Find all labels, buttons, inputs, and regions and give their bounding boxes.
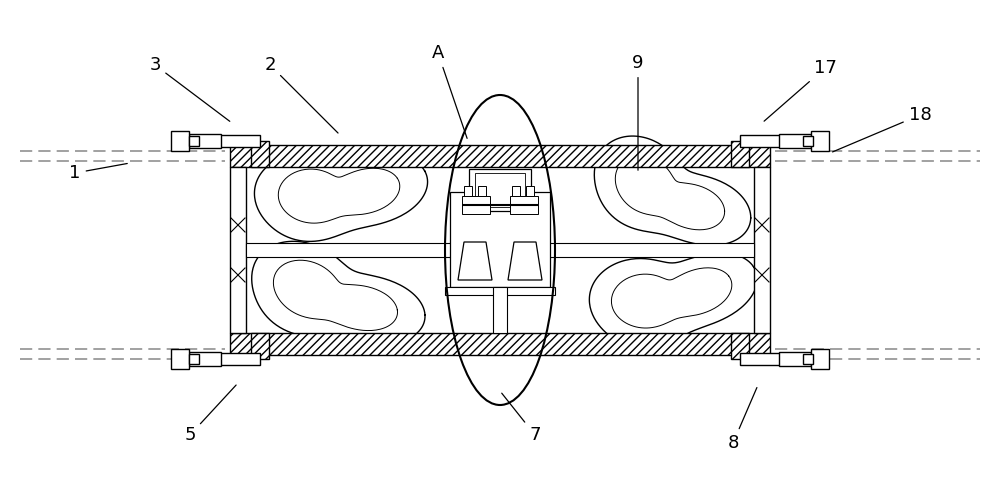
Bar <box>189 134 221 148</box>
Bar <box>475 173 525 207</box>
Bar <box>230 333 770 355</box>
Bar <box>251 333 269 359</box>
Polygon shape <box>508 242 542 280</box>
Bar <box>731 141 749 167</box>
Bar <box>478 186 486 196</box>
Text: 2: 2 <box>264 56 338 133</box>
Bar <box>803 136 813 146</box>
Bar <box>246 243 754 257</box>
Text: 9: 9 <box>632 54 644 170</box>
Bar <box>731 141 749 167</box>
Bar <box>171 131 189 151</box>
Text: 5: 5 <box>184 385 236 444</box>
Bar <box>464 186 472 196</box>
Bar <box>230 145 770 167</box>
Text: 18: 18 <box>833 106 931 152</box>
Text: 7: 7 <box>502 393 541 444</box>
Bar <box>779 352 811 366</box>
Bar <box>189 136 199 146</box>
Bar <box>469 169 531 211</box>
Bar <box>171 349 189 369</box>
Bar <box>510 196 538 214</box>
Bar <box>462 196 490 214</box>
Bar <box>251 141 269 167</box>
Bar <box>779 134 811 148</box>
Bar <box>189 354 199 364</box>
Bar <box>251 333 269 359</box>
Bar <box>811 131 829 151</box>
Bar <box>230 167 246 333</box>
Bar <box>754 167 770 333</box>
Text: A: A <box>432 44 467 138</box>
Bar <box>450 192 550 287</box>
Text: 3: 3 <box>149 56 230 121</box>
Bar <box>731 333 749 359</box>
Bar <box>445 287 555 295</box>
Text: 1: 1 <box>69 163 127 182</box>
Bar <box>230 145 770 167</box>
Bar <box>740 135 781 147</box>
Text: 8: 8 <box>727 387 757 452</box>
Bar <box>219 353 260 365</box>
Bar <box>493 287 507 333</box>
Bar <box>230 333 770 355</box>
Bar <box>512 186 520 196</box>
Bar <box>731 333 749 359</box>
Bar <box>219 135 260 147</box>
Polygon shape <box>458 242 492 280</box>
Bar <box>493 211 507 241</box>
Text: 17: 17 <box>764 59 836 121</box>
Bar <box>189 352 221 366</box>
Bar <box>251 141 269 167</box>
Bar <box>803 354 813 364</box>
Bar <box>740 353 781 365</box>
Bar <box>526 186 534 196</box>
Bar <box>811 349 829 369</box>
